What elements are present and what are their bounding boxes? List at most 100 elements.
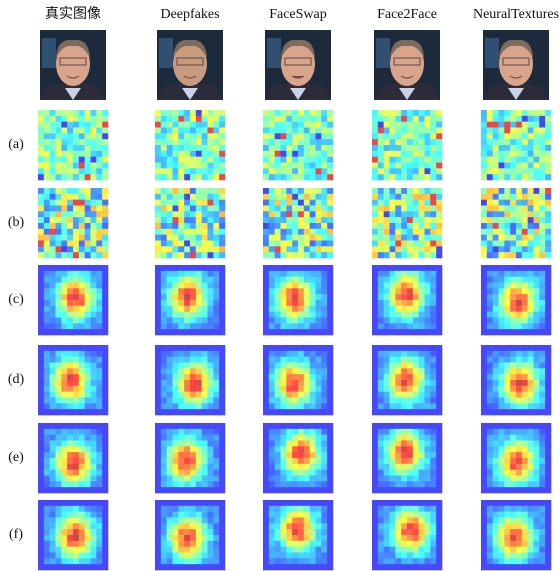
heatmap-cell <box>493 174 499 180</box>
heatmap-cell <box>487 206 493 212</box>
heatmap-cell <box>202 116 208 122</box>
heatmap-cell <box>73 523 79 529</box>
heatmap-cell <box>208 380 214 386</box>
heatmap-cell <box>161 200 167 206</box>
heatmap-cell <box>327 174 333 180</box>
heatmap-cell <box>395 506 401 512</box>
heatmap-cell <box>263 452 269 458</box>
heatmap-cell <box>155 547 161 553</box>
heatmap-cell <box>275 429 281 435</box>
heatmap-cell <box>213 283 219 289</box>
heatmap-cell <box>481 506 487 512</box>
heatmap-cell <box>67 476 73 482</box>
heatmap-cell <box>430 464 436 470</box>
heatmap-cell <box>269 547 275 553</box>
heatmap-cell <box>263 476 269 482</box>
heatmap-cell <box>493 558 499 564</box>
heatmap-cell <box>522 211 528 217</box>
heatmap-cell <box>73 241 79 247</box>
heatmap-cell <box>38 512 44 518</box>
heatmap-cell <box>38 163 44 169</box>
heatmap-cell <box>499 312 505 318</box>
heatmap-cell <box>173 535 179 541</box>
heatmap-cell <box>436 564 442 570</box>
heatmap-cell <box>202 435 208 441</box>
heatmap-cell <box>304 271 310 277</box>
heatmap-cell <box>73 380 79 386</box>
heatmap-cell <box>390 206 396 212</box>
heatmap-cell <box>202 139 208 145</box>
heatmap-cell <box>425 380 431 386</box>
heatmap-cell <box>545 163 551 169</box>
heatmap-cell <box>85 500 91 506</box>
heatmap-cell <box>384 246 390 252</box>
heatmap-cell <box>522 564 528 570</box>
heatmap-cell <box>281 464 287 470</box>
heatmap-cell <box>44 252 50 258</box>
heatmap-cell <box>219 518 225 524</box>
heatmap-cell <box>44 541 50 547</box>
heatmap-cell <box>298 458 304 464</box>
heatmap-cell <box>487 312 493 318</box>
heatmap-cell <box>213 541 219 547</box>
heatmap-cell <box>425 470 431 476</box>
heatmap-cell <box>263 345 269 351</box>
heatmap-cell <box>44 351 50 357</box>
heatmap-cell <box>545 464 551 470</box>
heatmap-cell <box>281 363 287 369</box>
heatmap-cell <box>155 351 161 357</box>
heatmap-cell <box>196 458 202 464</box>
heatmap-cell <box>50 435 56 441</box>
heatmap-cell <box>67 423 73 429</box>
heatmap-cell <box>96 403 102 409</box>
heatmap-cell <box>419 217 425 223</box>
heatmap-cell <box>161 116 167 122</box>
heatmap-cell <box>213 423 219 429</box>
heatmap-cell <box>213 429 219 435</box>
heatmap-cell <box>316 318 322 324</box>
heatmap-cell <box>384 271 390 277</box>
heatmap-cell <box>155 523 161 529</box>
heatmap-cell <box>61 476 67 482</box>
heatmap-cell <box>67 386 73 392</box>
heatmap-cell <box>430 194 436 200</box>
heatmap-cell <box>321 558 327 564</box>
heatmap-cell <box>96 139 102 145</box>
heatmap-cell <box>281 429 287 435</box>
heatmap-cell <box>401 288 407 294</box>
heatmap-cell <box>275 168 281 174</box>
heatmap-cell <box>155 116 161 122</box>
heatmap-cell <box>61 211 67 217</box>
heatmap-cell <box>310 323 316 329</box>
heatmap-cell <box>269 564 275 570</box>
heatmap-cell <box>522 206 528 212</box>
heatmap-cell <box>173 547 179 553</box>
heatmap-cell <box>263 329 269 335</box>
heatmap-cell <box>85 323 91 329</box>
heatmap-cell <box>102 441 108 447</box>
heatmap-cell <box>213 151 219 157</box>
heatmap-cell <box>390 435 396 441</box>
heatmap-cell <box>493 133 499 139</box>
heatmap-cell <box>481 500 487 506</box>
heatmap-cell <box>401 541 407 547</box>
heatmap-cell <box>196 392 202 398</box>
heatmap-cell <box>263 368 269 374</box>
heatmap-cell <box>436 288 442 294</box>
heatmap-cell <box>219 386 225 392</box>
heatmap-cell <box>263 446 269 452</box>
heatmap-cell <box>50 512 56 518</box>
heatmap-cell <box>510 163 516 169</box>
heatmap-cell <box>327 476 333 482</box>
heatmap-cell <box>91 481 97 487</box>
heatmap-cell <box>304 211 310 217</box>
heatmap-cell <box>292 446 298 452</box>
heatmap-cell <box>44 363 50 369</box>
heatmap-cell <box>196 481 202 487</box>
heatmap-cell <box>73 487 79 493</box>
heatmap-cell <box>481 288 487 294</box>
heatmap-cell <box>79 403 85 409</box>
heatmap-cell <box>304 200 310 206</box>
heatmap-cell <box>190 423 196 429</box>
heatmap-cell <box>208 409 214 415</box>
